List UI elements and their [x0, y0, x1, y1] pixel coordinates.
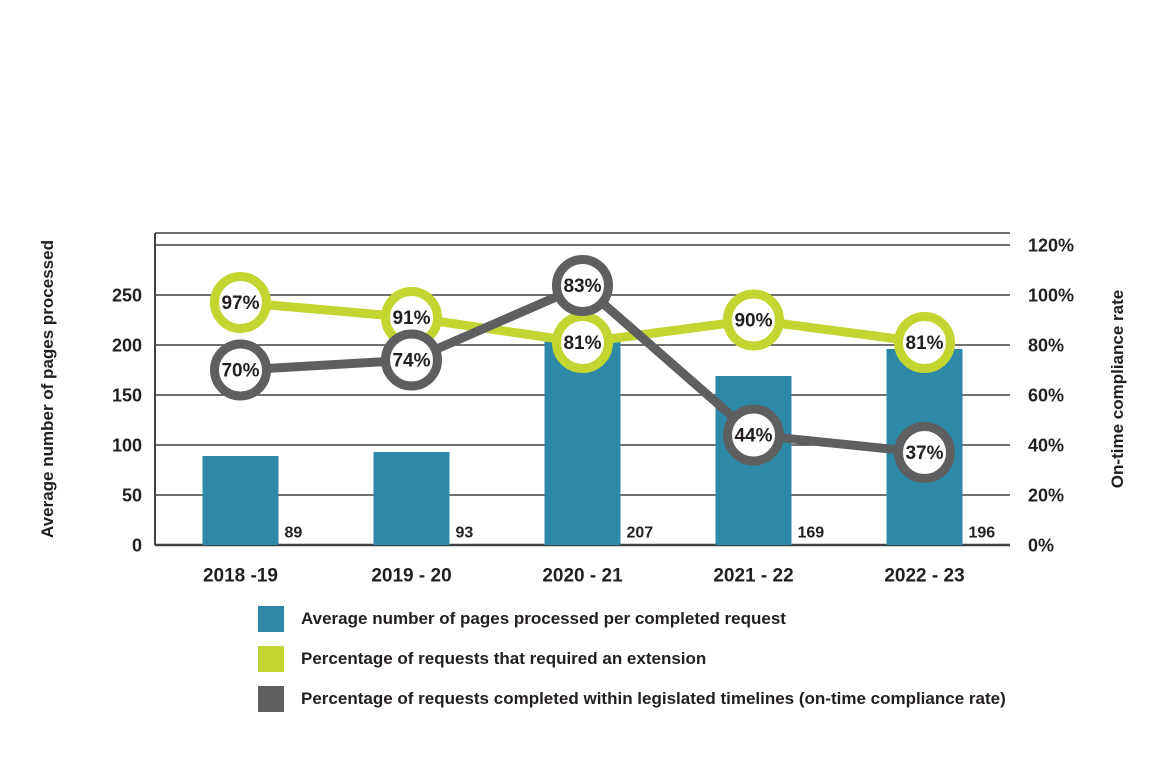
right-axis-tick-label: 80%	[1028, 335, 1064, 355]
right-axis-tick-label: 60%	[1028, 385, 1064, 405]
extension-rate-value-label: 97%	[221, 293, 259, 314]
compliance-rate-marker	[723, 404, 784, 466]
extension-rate-marker	[210, 272, 271, 333]
legend-label-extension-rate: Percentage of requests that required an …	[301, 649, 707, 668]
left-axis-tick-label: 50	[122, 485, 142, 505]
chart-legend: Average number of pages processed per co…	[258, 606, 1006, 726]
left-axis-tick-label: 0	[132, 535, 142, 555]
left-axis-tick-label: 100	[112, 435, 142, 455]
legend-swatch-compliance-rate	[258, 686, 284, 712]
left-axis-tick-label: 250	[112, 285, 142, 305]
right-axis-tick-label: 20%	[1028, 485, 1064, 505]
bar-value-label: 207	[627, 525, 654, 542]
extension-rate-value-label: 91%	[392, 308, 430, 329]
category-label: 2018 -19	[203, 566, 278, 587]
bar	[373, 452, 450, 545]
bar-value-label: 93	[456, 525, 474, 542]
compliance-rate-value-label: 37%	[905, 443, 943, 464]
bar	[202, 456, 279, 545]
extension-rate-value-label: 81%	[563, 333, 601, 354]
bar-value-label: 169	[798, 525, 825, 542]
extension-rate-value-label: 90%	[734, 311, 772, 332]
legend-swatch-pages-processed	[258, 606, 284, 632]
extension-rate-marker	[552, 312, 613, 373]
compliance-rate-marker	[552, 255, 613, 316]
legend-item-extension-rate: Percentage of requests that required an …	[258, 646, 1006, 672]
right-axis-title: On-time compliance rate	[1108, 289, 1127, 489]
right-axis-tick-label: 0%	[1028, 535, 1054, 555]
extension-rate-marker	[723, 289, 784, 351]
compliance-rate-marker	[210, 339, 271, 401]
category-label: 2020 - 21	[542, 566, 623, 587]
legend-label-pages-processed: Average number of pages processed per co…	[301, 609, 786, 628]
right-axis-tick-label: 100%	[1028, 285, 1074, 305]
legend-swatch-extension-rate	[258, 646, 284, 672]
left-axis-title: Average number of pages processed	[38, 240, 57, 538]
compliance-rate-value-label: 44%	[734, 426, 772, 447]
compliance-rate-marker	[894, 422, 955, 483]
legend-label-compliance-rate: Percentage of requests completed within …	[301, 689, 1006, 708]
compliance-rate-value-label: 74%	[392, 351, 430, 372]
compliance-rate-marker	[381, 329, 442, 391]
bar-value-label: 196	[969, 525, 996, 542]
legend-item-compliance-rate: Percentage of requests completed within …	[258, 686, 1006, 712]
extension-rate-value-label: 81%	[905, 333, 943, 354]
category-label: 2019 - 20	[371, 566, 451, 587]
bar-value-label: 89	[285, 525, 303, 542]
compliance-rate-value-label: 83%	[563, 276, 601, 297]
extension-rate-marker	[894, 312, 955, 373]
category-label: 2022 - 23	[884, 566, 964, 587]
category-label: 2021 - 22	[713, 566, 793, 587]
right-axis-tick-label: 40%	[1028, 435, 1064, 455]
right-axis-tick-label: 120%	[1028, 235, 1074, 255]
left-axis-tick-label: 200	[112, 335, 142, 355]
legend-item-pages-processed: Average number of pages processed per co…	[258, 606, 1006, 632]
left-axis-tick-label: 150	[112, 385, 142, 405]
compliance-rate-value-label: 70%	[221, 361, 259, 382]
